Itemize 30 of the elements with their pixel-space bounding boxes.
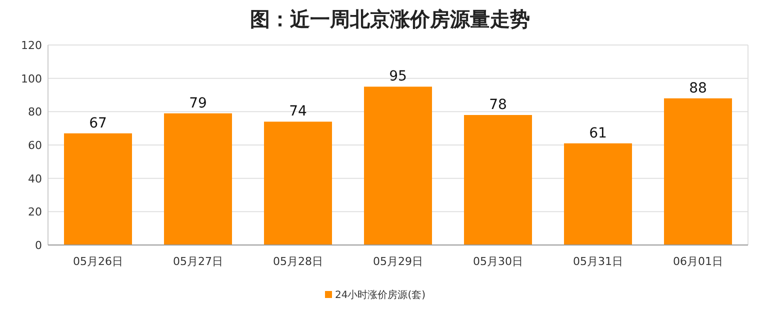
bar (564, 143, 632, 245)
y-tick-label: 40 (28, 172, 42, 186)
x-tick-label: 05月26日 (73, 255, 123, 268)
y-tick-label: 120 (21, 39, 42, 52)
bar (264, 122, 332, 245)
y-tick-label: 20 (28, 206, 42, 219)
x-tick-label: 05月29日 (373, 255, 423, 268)
legend-label: 24小时涨价房源(套) (335, 289, 426, 301)
chart-title: 图：近一周北京涨价房源量走势 (250, 7, 530, 31)
x-tick-label: 05月31日 (573, 255, 623, 268)
y-tick-label: 60 (28, 139, 42, 152)
x-tick-label: 05月28日 (273, 255, 323, 268)
x-tick-label: 05月30日 (473, 255, 523, 268)
x-tick-label: 05月27日 (173, 255, 223, 268)
data-label: 67 (89, 115, 107, 132)
bar (664, 98, 732, 245)
data-label: 78 (489, 97, 507, 113)
bar (164, 113, 232, 245)
y-tick-label: 80 (28, 106, 42, 119)
bar (64, 133, 132, 245)
data-label: 74 (289, 104, 307, 120)
y-tick-label: 0 (35, 239, 42, 252)
data-label: 95 (389, 68, 407, 85)
y-tick-label: 100 (21, 72, 42, 86)
data-label: 79 (189, 95, 207, 112)
x-tick-label: 06月01日 (673, 255, 723, 268)
bar (364, 86, 432, 245)
data-label: 88 (689, 80, 707, 96)
data-label: 61 (589, 125, 607, 142)
bar (464, 115, 532, 245)
